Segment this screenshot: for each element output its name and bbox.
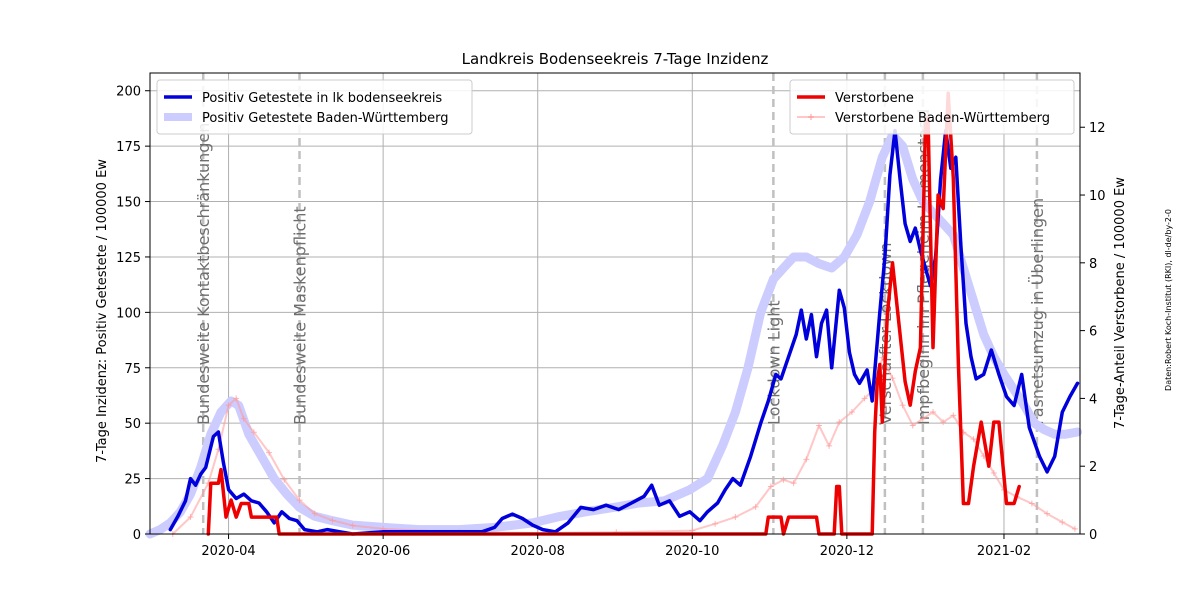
series-marker (767, 483, 774, 490)
series-marker (266, 449, 273, 456)
series-marker (329, 517, 336, 524)
legend-label: Positiv Getestete in lk bodenseekreis (202, 91, 442, 106)
series-line (206, 91, 1021, 536)
series-marker (1059, 519, 1066, 526)
series-marker (889, 375, 896, 382)
x-tick-label: 2020-04 (201, 544, 255, 559)
y-tick-label: 200 (116, 85, 141, 100)
series-marker (780, 476, 787, 483)
series-marker (919, 415, 926, 422)
series-marker (848, 408, 855, 415)
x-tick-label: 2021-02 (977, 544, 1031, 559)
series-marker (930, 408, 937, 415)
y2-tick-label: 10 (1089, 189, 1106, 204)
event-label: Bundesweite Maskenpflicht (291, 206, 310, 425)
series-marker (1028, 500, 1035, 507)
y-tick-label: 175 (116, 140, 141, 155)
series-marker (240, 415, 247, 422)
series-marker (815, 422, 822, 429)
series-marker (233, 395, 240, 402)
y-tick-label: 50 (124, 417, 141, 432)
series-marker (281, 476, 288, 483)
axes: 0 25 50 75 100 125 150 175 200 0 2 4 6 8 10 12 2020-04 20… (116, 85, 1105, 559)
y-tick-label: 125 (116, 251, 141, 266)
series-marker (732, 514, 739, 521)
series-marker (311, 510, 318, 517)
y2-tick-label: 4 (1089, 392, 1097, 407)
y-tick-label: 75 (124, 362, 141, 377)
plot-frame (149, 72, 1081, 535)
series-marker (909, 422, 916, 429)
event-markers: Bundesweite Kontaktbeschränkungen Bundesw… (194, 73, 1047, 534)
series-marker (349, 522, 356, 529)
series-marker (712, 520, 719, 527)
y-tick-label: 150 (116, 196, 141, 211)
legend-box (156, 79, 473, 135)
event-label: Bundesweite Kontaktbeschränkungen (194, 123, 213, 425)
y2-tick-label: 2 (1089, 460, 1097, 475)
y2-tick-label: 12 (1089, 121, 1106, 136)
y-tick-label: 25 (124, 473, 141, 488)
series-marker (803, 456, 810, 463)
x-tick-label: 2020-10 (665, 544, 719, 559)
legend-label: Verstorbene Baden-Württemberg (835, 111, 1050, 126)
y-axis-label: 7-Tage Inzidenz: Positiv Getestete / 100… (95, 159, 110, 463)
series-lines (145, 91, 1082, 539)
x-tick-label: 2020-06 (356, 544, 410, 559)
series-marker (1044, 510, 1051, 517)
y2-tick-label: 6 (1089, 325, 1097, 340)
source-note: Daten:Robert Koch-Institut (RKI), dl-de/… (1164, 209, 1173, 391)
series-marker (296, 497, 303, 504)
series-marker (970, 436, 977, 443)
y2-axis-label: 7-Tage-Anteil Verstorbene / 100000 Ew (1113, 177, 1128, 429)
series-marker (899, 402, 906, 409)
event-label: Fasnetsumzug in Überlingen (1028, 198, 1047, 425)
x-tick-label: 2020-12 (820, 544, 874, 559)
legend-label: Positiv Getestete Baden-Württemberg (202, 111, 449, 126)
y-tick-label: 0 (133, 528, 141, 543)
legends: Positiv Getestete in lk bodenseekreis Pos… (156, 79, 1075, 135)
series-marker (990, 469, 997, 476)
legend-box (789, 79, 1075, 135)
series-marker (950, 412, 957, 419)
series-marker (187, 514, 194, 521)
series-marker (826, 442, 833, 449)
series-marker (250, 429, 257, 436)
y2-tick-label: 8 (1089, 257, 1097, 272)
series-line (145, 130, 1082, 539)
legend-label: Verstorbene (835, 91, 914, 106)
series-marker (1071, 525, 1078, 532)
x-tick-label: 2020-08 (511, 544, 565, 559)
series-marker (790, 480, 797, 487)
series-marker (225, 402, 232, 409)
series-line (171, 356, 1076, 535)
series-marker (861, 395, 868, 402)
series-marker (752, 503, 759, 510)
y-tick-label: 100 (116, 306, 141, 321)
y2-tick-label: 0 (1089, 528, 1097, 543)
chart-title: Landkreis Bodenseekreis 7-Tage Inzidenz (462, 50, 769, 68)
series-marker (836, 419, 843, 426)
grid (150, 73, 1080, 535)
legend-marker (808, 114, 814, 120)
series-marker (940, 419, 947, 426)
